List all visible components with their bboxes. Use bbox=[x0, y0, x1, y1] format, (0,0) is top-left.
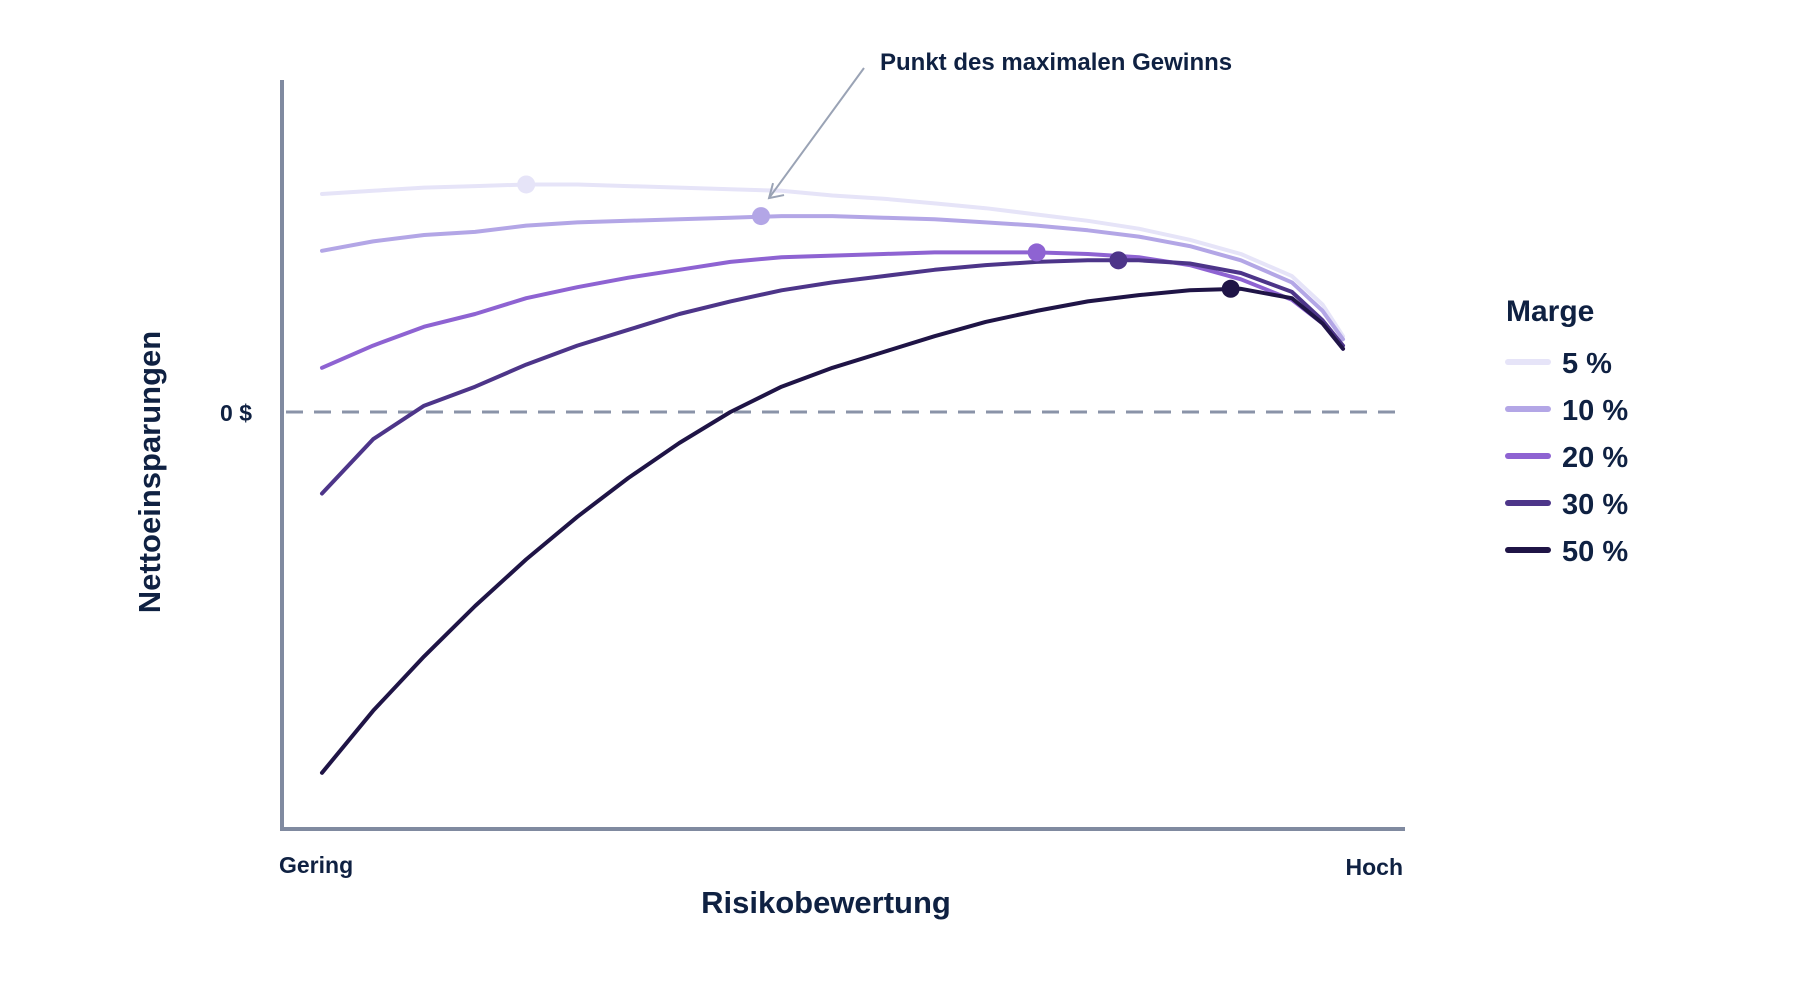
legend-label-2: 10 % bbox=[1562, 395, 1628, 427]
x-axis-title: Risikobewertung bbox=[701, 885, 951, 920]
zero-tick-label: 0 $ bbox=[220, 400, 252, 426]
legend-label-5: 50 % bbox=[1562, 536, 1628, 568]
annotation-arrow bbox=[768, 67, 865, 199]
series-line-5 bbox=[320, 286, 1345, 775]
legend-label-1: 5 % bbox=[1562, 348, 1612, 380]
max-point-marker-4 bbox=[1109, 251, 1128, 270]
max-points-layer bbox=[517, 175, 1240, 298]
x-tick-label-low: Gering bbox=[279, 852, 353, 878]
legend-label-4: 30 % bbox=[1562, 489, 1628, 521]
annotation-text: Punkt des maximalen Gewinns bbox=[880, 49, 1232, 76]
series-line-2 bbox=[320, 214, 1345, 342]
series-layer bbox=[320, 182, 1345, 775]
plot-area bbox=[280, 80, 1405, 831]
legend-items: 5 % 10 % 20 % 30 % 50 % bbox=[1505, 348, 1628, 568]
series-line-3 bbox=[320, 250, 1345, 370]
max-point-marker-2 bbox=[752, 207, 771, 226]
max-point-marker-1 bbox=[517, 175, 536, 194]
max-point-marker-5 bbox=[1221, 279, 1240, 298]
annotation-arrowhead bbox=[767, 182, 785, 200]
legend: Marge 5 % 10 % 20 % 30 % 50 % bbox=[1505, 295, 1628, 568]
x-tick-label-high: Hoch bbox=[1346, 854, 1404, 880]
series-line-1 bbox=[320, 182, 1345, 339]
legend-title: Marge bbox=[1506, 295, 1594, 328]
series-line-4 bbox=[320, 258, 1345, 496]
legend-label-3: 20 % bbox=[1562, 442, 1628, 474]
max-point-marker-3 bbox=[1027, 243, 1046, 262]
y-axis-title: Nettoeinsparungen bbox=[132, 331, 167, 613]
max-profit-annotation: Punkt des maximalen Gewinns bbox=[767, 49, 1232, 200]
